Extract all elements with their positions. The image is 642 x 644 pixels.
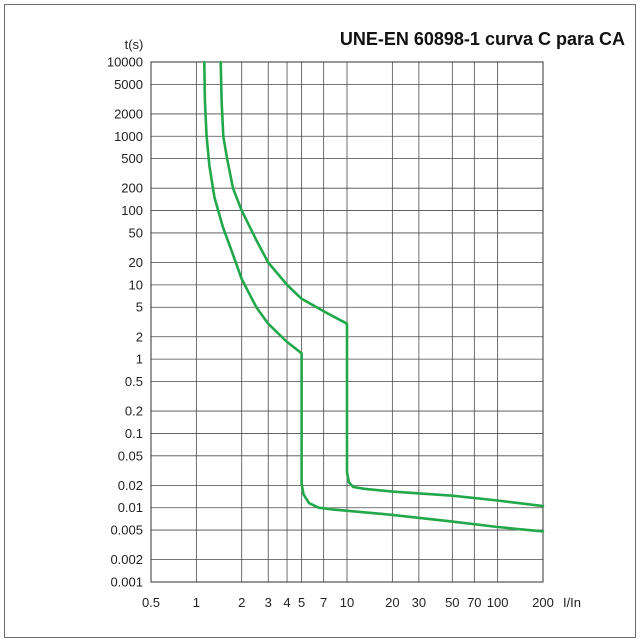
y-tick-label: 50 (129, 225, 143, 240)
plot-border (150, 61, 544, 583)
y-tick-label: 500 (121, 151, 143, 166)
y-tick-label: 0.05 (118, 448, 143, 463)
trip-curve-chart: UNE-EN 60898-1 curva C para CA t(s) I/In… (107, 29, 625, 611)
y-tick-label: 200 (121, 181, 143, 196)
x-tick-label: 100 (487, 595, 509, 610)
y-tick-label: 5 (136, 300, 143, 315)
y-tick-label: 20 (129, 255, 143, 270)
y-tick-label: 2 (136, 329, 143, 344)
y-tick-label: 0.02 (118, 478, 143, 493)
x-tick-label: 2 (238, 595, 245, 610)
y-tick-label: 0.01 (118, 500, 143, 515)
y-tick-label: 5000 (114, 77, 143, 92)
tick-labels: 0.001 0.002 0.005 0.01 0.02 0.05 0.1 0.2 0.5 1 2 5 1… (107, 55, 554, 611)
x-tick-label: 10 (340, 595, 354, 610)
chart-frame: UNE-EN 60898-1 curva C para CA t(s) I/In… (4, 4, 636, 638)
x-tick-label: 5 (298, 595, 305, 610)
chart-title: UNE-EN 60898-1 curva C para CA (340, 29, 625, 49)
y-axis-label: t(s) (125, 37, 144, 52)
y-tick-label: 10000 (107, 55, 143, 70)
y-tick-label: 10 (129, 277, 143, 292)
x-axis-label: I/In (563, 595, 581, 610)
lower-trip-curve (203, 60, 545, 533)
y-tick-label: 0.002 (110, 552, 143, 567)
x-tick-label: 0.5 (142, 595, 160, 610)
x-tick-label: 50 (445, 595, 459, 610)
y-tick-label: 2000 (114, 106, 143, 121)
x-tick-label: 30 (412, 595, 426, 610)
x-tick-label: 20 (385, 595, 399, 610)
x-tick-label: 70 (467, 595, 481, 610)
y-tick-label: 0.001 (110, 575, 143, 590)
y-tick-label: 0.005 (110, 523, 143, 538)
x-tick-label: 1 (193, 595, 200, 610)
x-tick-label: 200 (532, 595, 554, 610)
y-tick-label: 0.1 (125, 426, 143, 441)
x-tick-label: 4 (283, 595, 290, 610)
x-tick-label: 7 (320, 595, 327, 610)
curve-series (203, 60, 545, 533)
y-tick-label: 1 (136, 352, 143, 367)
y-tick-label: 0.5 (125, 374, 143, 389)
x-tick-label: 3 (265, 595, 272, 610)
y-tick-label: 1000 (114, 129, 143, 144)
y-tick-label: 100 (121, 203, 143, 218)
grid-lines (150, 61, 544, 583)
upper-trip-curve (219, 60, 545, 508)
y-tick-label: 0.2 (125, 404, 143, 419)
